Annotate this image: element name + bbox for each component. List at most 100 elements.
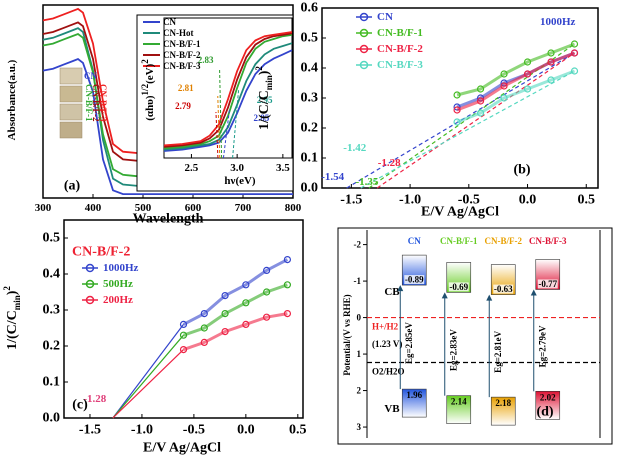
vb-value: 1.96 [406, 390, 422, 400]
ms-point [221, 292, 229, 300]
legend-label: CN-B/F-2 [163, 50, 201, 60]
sample-label: CN [84, 71, 97, 81]
gap-label: Eg=2.83eV [449, 329, 459, 371]
gap-arrow-head [441, 292, 448, 299]
chart-title: 1000Hz [540, 16, 576, 28]
x-tick-label: -0.5 [183, 423, 205, 438]
intercept-label: -1.42 [343, 142, 366, 154]
legend-label: 200Hz [103, 294, 133, 306]
ms-point [500, 94, 508, 102]
ms-point [570, 49, 579, 57]
x-tick-label: 400 [85, 202, 102, 214]
inset-x-label: hν(eV) [224, 175, 256, 187]
intercept-label: -1.28 [83, 393, 106, 405]
y-tick-label: 0.2 [301, 121, 319, 136]
vb-box [535, 390, 561, 420]
y-axis-label: 1/(C/Cmin)2 [254, 66, 274, 130]
cb-value-bg [537, 279, 558, 289]
ms-point [200, 324, 208, 332]
panel-d-border [337, 227, 613, 445]
y-tick-label: 0.5 [301, 31, 319, 46]
label-part: min [12, 295, 22, 310]
label-part: 1/2 [140, 83, 150, 95]
sample-label: CN-B/F-1 [84, 84, 94, 122]
cb-label: CB [384, 286, 400, 298]
plot-frame [163, 17, 293, 159]
fit-line [112, 349, 184, 419]
ms-curve [182, 258, 289, 326]
ms-curve [456, 51, 576, 112]
ms-point [547, 58, 555, 66]
y-tick-label: 0.0 [43, 411, 61, 426]
vb-value: 2.18 [495, 398, 511, 408]
x-tick-label: 0.5 [289, 423, 307, 438]
x-axis-label: E/V Ag/AgCl [143, 441, 221, 456]
panel-label: (b) [513, 163, 530, 178]
x-tick-label: 500 [135, 202, 152, 214]
ms-point [547, 76, 555, 84]
ms-point [263, 266, 271, 274]
intercept-label: -1.54 [321, 171, 344, 183]
category-label: CN [408, 236, 421, 246]
absorbance-line [42, 57, 293, 195]
tauc-line [163, 32, 293, 148]
x-tick-label: -1.5 [79, 423, 101, 438]
vb-label: VB [384, 403, 400, 415]
ms-point [547, 49, 555, 57]
cb-value-bg [404, 275, 425, 285]
gap-label: Eg=2.79eV [538, 325, 548, 367]
plot-frame [63, 219, 304, 419]
ms-point [263, 288, 271, 296]
vb-box [446, 395, 472, 424]
label-part: 2 [254, 66, 264, 71]
category-label: CN-B/F-2 [485, 236, 523, 246]
sample-label: CN-B/F-2 [91, 84, 101, 122]
ms-point [476, 109, 485, 117]
ms-point [283, 256, 292, 264]
tangent-line [222, 109, 230, 159]
x-tick-label: 300 [35, 202, 52, 214]
legend-label: CN-B/F-3 [377, 59, 423, 71]
tauc-line [163, 31, 293, 147]
label-part: (αhυ) [144, 95, 156, 121]
gap-arrow-head [397, 285, 404, 292]
y-tick-label: 0.2 [43, 339, 61, 354]
legend-label: CN-B/F-2 [377, 43, 423, 55]
vb-box [490, 396, 516, 426]
y-tick-label: 0.0 [301, 181, 319, 196]
x-tick-label: 0.5 [578, 193, 596, 208]
y-tick-label: 0.4 [43, 267, 61, 282]
fit-line [376, 52, 575, 189]
x-tick-label: 3.0 [230, 162, 244, 174]
ms-point [523, 58, 532, 66]
panel-label: (c) [72, 398, 88, 413]
ms-point [523, 70, 532, 78]
vb-box [401, 388, 427, 418]
sample-photo [59, 103, 83, 121]
gap-arrow-head [530, 289, 537, 296]
label-part: 1/(C/C [257, 90, 272, 130]
legend-label: CN-B/F-1 [377, 27, 423, 39]
y-tick-label: -1 [354, 276, 362, 286]
category-label: CN-B/F-1 [440, 236, 478, 246]
fit-line [360, 70, 575, 189]
label-part: 1/(C/C [5, 310, 20, 350]
ms-point [453, 106, 461, 114]
y-axis-label: 1/(C/Cmin)2 [2, 286, 22, 350]
ms-point [476, 85, 485, 93]
legend-label: 1000Hz [103, 262, 139, 274]
x-tick-label: 3.5 [276, 162, 290, 174]
tangent-line [232, 89, 240, 159]
sample-label: CN-B/F-3 [98, 84, 108, 122]
label-part: min [264, 75, 274, 90]
cb-value-bg [493, 284, 514, 294]
band-edge-label: 2.83 [198, 55, 214, 65]
y-tick-label: 0.4 [301, 61, 319, 76]
label-part: (eV) [144, 63, 156, 83]
inset-y-label: (αhυ)1/2(eV)2 [140, 59, 156, 121]
ms-point [242, 320, 250, 328]
y-tick-label: 2 [357, 386, 362, 396]
cb-value-bg [448, 282, 469, 292]
